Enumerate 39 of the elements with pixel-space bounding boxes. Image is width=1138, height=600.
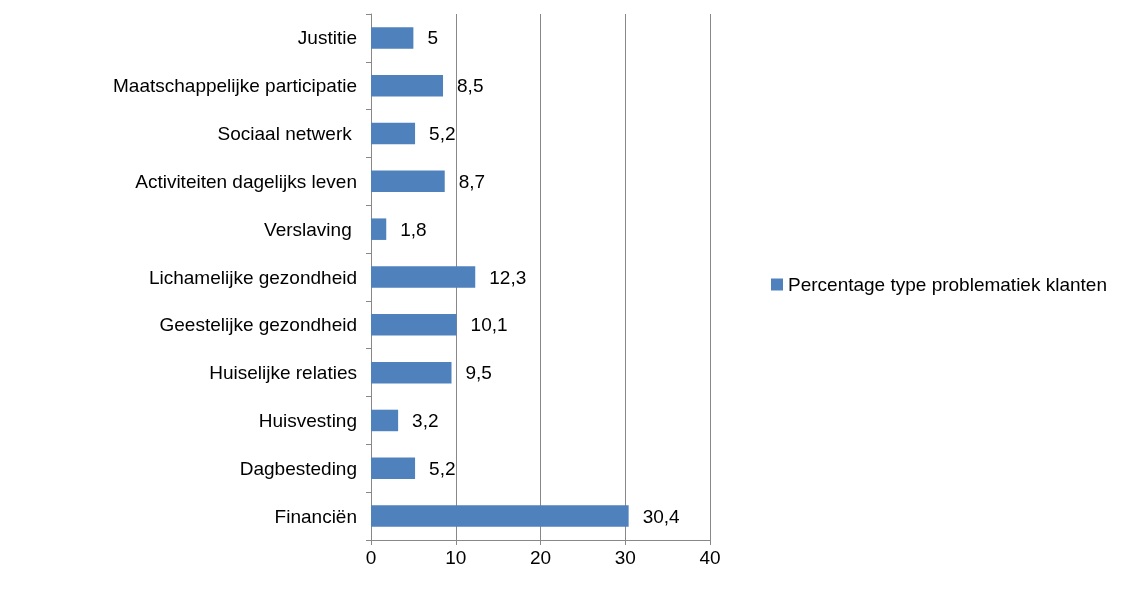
data-label: 5: [427, 27, 438, 49]
y-tick-label: Verslaving: [264, 218, 357, 240]
bar: [371, 266, 476, 288]
data-label: 12,3: [489, 266, 527, 288]
y-tick-label: Geestelijke gezondheid: [159, 314, 357, 336]
bar: [371, 170, 445, 193]
bar: [371, 505, 629, 527]
y-tick-label: Financiën: [274, 505, 357, 527]
y-tick-label: Maatschappelijke participatie: [113, 75, 357, 97]
data-label: 8,7: [458, 170, 486, 192]
data-label: 5,2: [429, 457, 456, 479]
data-label: 9,5: [465, 362, 492, 384]
y-tick-label: Justitie: [297, 27, 357, 49]
x-tick-label: 10: [445, 547, 467, 568]
y-tick-label: Dagbesteding: [239, 457, 357, 479]
y-tick-label: Huisvesting: [258, 409, 357, 431]
data-label: 30,4: [642, 505, 681, 527]
data-label: 1,8: [400, 218, 427, 240]
x-tick-label: 0: [365, 547, 377, 568]
x-tick-label: 30: [614, 547, 636, 568]
bar: [371, 409, 399, 432]
y-tick-label: Huiselijke relaties: [209, 362, 357, 384]
data-label: 10,1: [470, 314, 508, 336]
bar: [371, 314, 457, 336]
data-label: 3,2: [412, 409, 439, 431]
x-tick-label: 40: [699, 547, 721, 568]
bar: [371, 27, 414, 49]
data-label: 8,5: [457, 75, 484, 97]
bar: [371, 457, 416, 480]
bar: [371, 74, 444, 97]
x-tick-label: 20: [529, 547, 552, 568]
y-tick-label: Activiteiten dagelijks leven: [135, 170, 357, 192]
y-tick-label: Sociaal netwerk: [217, 123, 357, 145]
y-tick-label: Lichamelijke gezondheid: [148, 266, 357, 288]
data-label: 5,2: [429, 123, 456, 145]
bar: [371, 122, 416, 145]
bar: [371, 218, 387, 240]
legend-label: Percentage type problematiek klanten: [788, 274, 1107, 295]
bar: [371, 361, 452, 384]
